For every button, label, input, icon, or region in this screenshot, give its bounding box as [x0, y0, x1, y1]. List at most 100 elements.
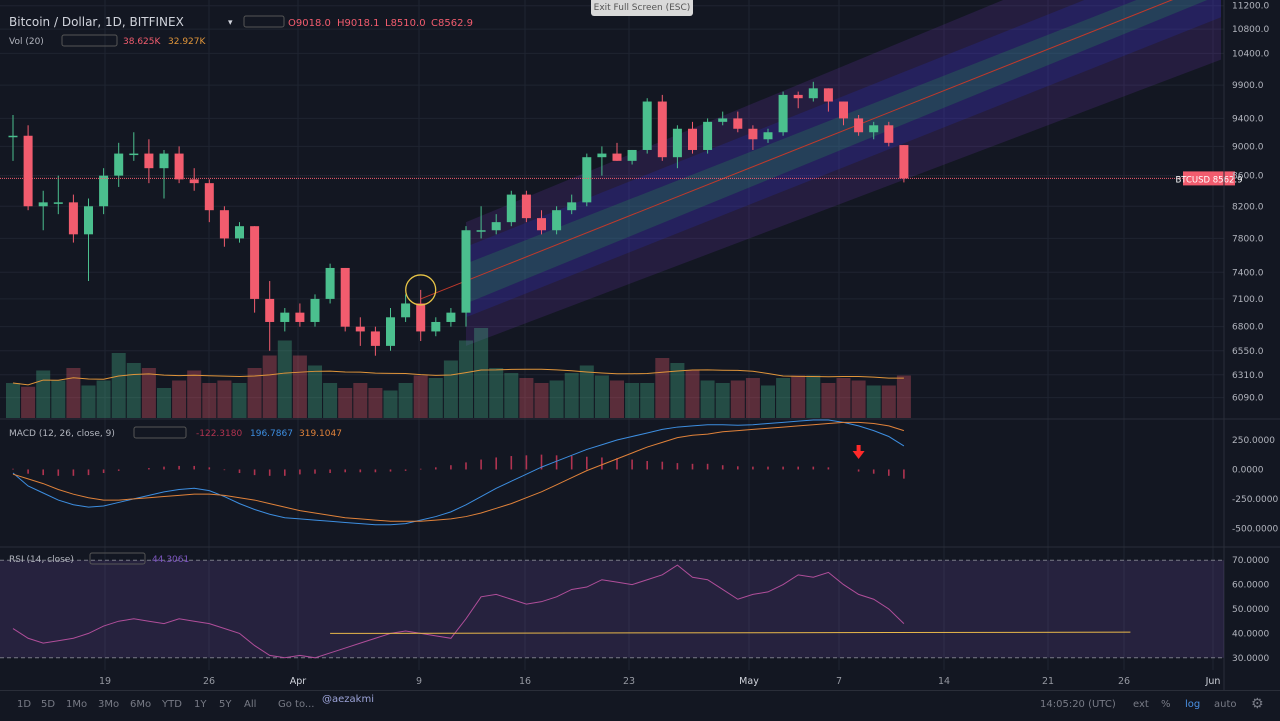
range-5d[interactable]: 5D: [41, 699, 56, 710]
candle-body: [235, 226, 244, 239]
candle-body: [340, 267, 350, 327]
volume-bar: [896, 375, 911, 418]
percent-toggle[interactable]: %: [1161, 699, 1171, 710]
range-6mo[interactable]: 6Mo: [130, 699, 152, 710]
range-1y[interactable]: 1Y: [194, 699, 207, 710]
symbol-title: Bitcoin / Dollar, 1D, BITFINEX: [9, 15, 184, 29]
candle-body: [265, 298, 275, 322]
time-axis-label: 23: [623, 676, 635, 687]
volume-bar: [262, 355, 277, 418]
time-axis-label: May: [739, 676, 759, 687]
rsi-axis-label: 40.0000: [1232, 629, 1269, 639]
candle-body: [189, 179, 199, 184]
volume-bar: [610, 380, 624, 418]
legend-buttons: [243, 15, 285, 28]
volume-bar: [519, 378, 534, 418]
volume-legend-label: Vol (20): [9, 37, 44, 47]
price-axis-label: 9400.0: [1232, 114, 1264, 124]
volume-bar: [353, 383, 368, 418]
candle-body: [869, 125, 879, 133]
volume-bar: [96, 380, 111, 418]
ext-toggle[interactable]: ext: [1133, 699, 1149, 710]
candle-body: [778, 94, 788, 133]
time-axis-label: Apr: [290, 676, 307, 687]
candle-body: [68, 202, 78, 235]
time-axis-label: 19: [99, 676, 111, 687]
volume-bar: [338, 388, 353, 418]
volume-bar: [459, 340, 473, 418]
macd-line-value: 196.7867: [250, 429, 293, 439]
log-toggle[interactable]: log: [1185, 699, 1201, 710]
volume-bar: [157, 388, 171, 418]
volume-bar: [428, 378, 443, 418]
volume-bar: [398, 383, 413, 418]
candle-body: [114, 153, 124, 176]
candle-body: [642, 101, 652, 150]
rsi-axis-label: 60.0000: [1232, 581, 1269, 591]
volume-bar: [474, 328, 489, 418]
macd-axis-label: -250.0000: [1232, 495, 1278, 505]
macd-axis-label: 250.0000: [1232, 436, 1275, 446]
macd-line: [12, 419, 905, 526]
volume-legend-buttons: [61, 34, 118, 47]
candle-body: [672, 128, 682, 158]
range-3mo[interactable]: 3Mo: [98, 699, 120, 710]
macd-legend-label: MACD (12, 26, close, 9): [9, 429, 115, 439]
range-5y[interactable]: 5Y: [219, 699, 232, 710]
candle-body: [219, 210, 229, 239]
price-axis-label: 11200.0: [1232, 2, 1269, 12]
volume-bar: [836, 378, 851, 418]
auto-toggle[interactable]: auto: [1214, 699, 1237, 710]
volume-bar: [21, 386, 36, 418]
candle-body: [84, 206, 93, 235]
rsi-legend-label: RSI (14, close): [9, 555, 74, 565]
range-all[interactable]: All: [244, 699, 257, 710]
volume-bar: [217, 380, 232, 418]
candle-body: [839, 101, 848, 119]
volume-bar: [715, 383, 730, 418]
candle-body: [899, 145, 909, 179]
price-tag: BTCUSD 8562.9: [1175, 175, 1242, 185]
channel-outer-purple: [466, 0, 1221, 346]
macd-histogram-value: -122.3180: [196, 429, 242, 439]
range-ytd[interactable]: YTD: [162, 699, 182, 710]
annotation-circle: [405, 274, 437, 306]
time-axis-label: 7: [836, 676, 842, 687]
candle-body: [884, 125, 894, 143]
candle-body: [446, 312, 456, 322]
volume-ma-line: [12, 368, 904, 386]
volume-bar: [323, 383, 338, 418]
symbol-dropdown-icon: ▾: [228, 18, 233, 28]
time-axis-label: 16: [519, 676, 531, 687]
volume-bar: [81, 385, 96, 418]
price-axis-label: 7100.0: [1232, 295, 1264, 305]
range-1mo[interactable]: 1Mo: [66, 699, 88, 710]
exit-fullscreen-tooltip[interactable]: Exit Full Screen (ESC): [591, 0, 693, 16]
volume-bar: [66, 368, 81, 418]
candle-body: [823, 88, 833, 102]
volume-bar: [761, 385, 775, 418]
candle-body: [8, 135, 18, 138]
volume-bar: [776, 378, 791, 418]
candle-body: [491, 222, 501, 231]
utc-clock[interactable]: 14:05:20 (UTC): [1040, 699, 1116, 710]
candle-body: [763, 132, 773, 140]
rsi-value: 44.3061: [152, 555, 189, 565]
goto-date[interactable]: Go to...: [278, 699, 315, 710]
candle-body: [476, 230, 486, 232]
volume-bar: [881, 385, 896, 418]
candle-body: [552, 210, 562, 231]
time-axis-label: 9: [416, 676, 422, 687]
range-1d[interactable]: 1D: [17, 699, 32, 710]
time-axis-label: 14: [938, 676, 950, 687]
gear-icon[interactable]: ⚙: [1251, 696, 1264, 712]
ohlc-open: O9018.0: [288, 18, 331, 29]
candle-body: [567, 202, 577, 211]
candle-body: [597, 153, 607, 158]
volume-bar: [625, 383, 640, 418]
volume-bar: [247, 368, 262, 418]
bottom-toolbar: 1D 5D 1Mo 3Mo 6Mo YTD 1Y 5Y All Go to...…: [0, 690, 1280, 721]
candle-body: [748, 128, 758, 140]
volume-bar: [413, 375, 428, 418]
